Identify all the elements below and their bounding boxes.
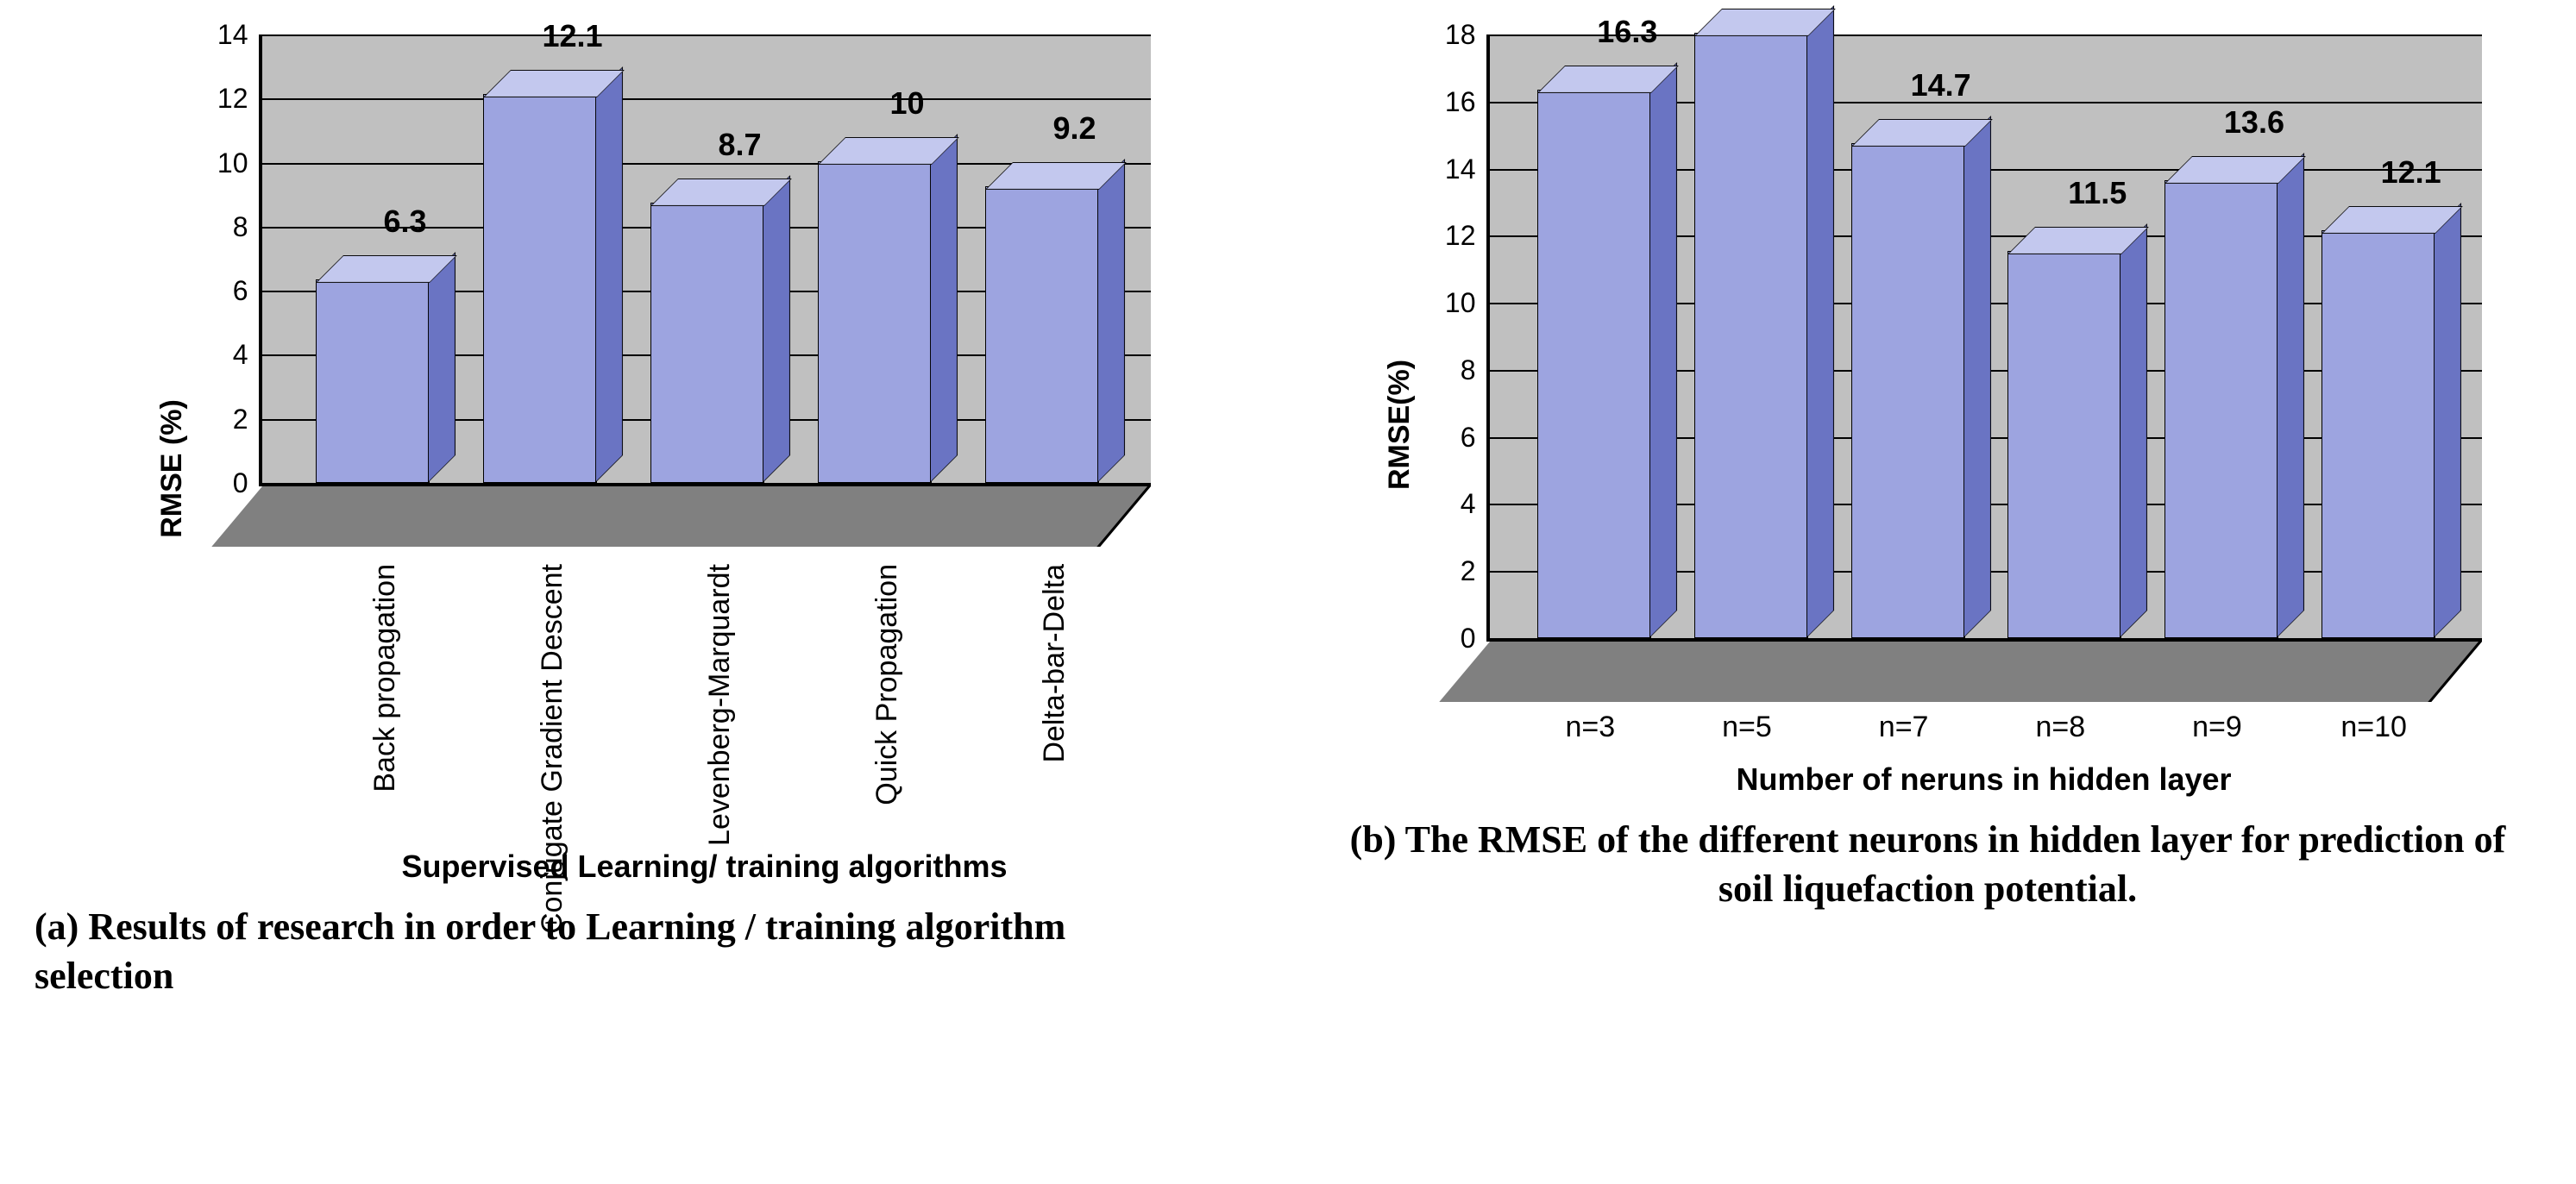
yaxis-label-b: RMSE(%)	[1383, 360, 1417, 490]
panel-a: RMSE (%) 02468101214 6.312.18.7109.2 Bac…	[35, 34, 1262, 1000]
yaxis-label-a: RMSE (%)	[155, 399, 189, 538]
xtick-label: n=3	[1512, 711, 1669, 744]
bar-value-label: 12.1	[461, 18, 685, 54]
bar-side	[2434, 203, 2461, 638]
xticks-b: n=3n=5n=7n=8n=9n=10	[1486, 711, 2479, 744]
bar: 10	[818, 163, 930, 483]
bar-value-label: 9.2	[963, 110, 1187, 147]
yticks-b: 024681012141618	[1426, 34, 1486, 638]
bar: 12.1	[483, 96, 595, 483]
xtick-label: Delta-bar-Delta	[995, 555, 1081, 831]
bar-side	[428, 252, 456, 483]
xtick-label: Levenberg-Marquardt	[660, 555, 746, 831]
bar-value-label: 14.7	[1829, 67, 2053, 103]
plot-box-a: 6.312.18.7109.2	[259, 34, 1151, 486]
chart-a-left-block: 02468101214 6.312.18.7109.2 Back propaga…	[198, 34, 1151, 902]
bar-side	[1097, 159, 1125, 483]
bar-front	[1537, 90, 1651, 638]
xtick-label: Conjugate Gradient Descent	[493, 555, 579, 831]
xtick-label: n=5	[1668, 711, 1825, 744]
bar-front	[985, 186, 1099, 483]
bar: 13.6	[2164, 182, 2277, 638]
bar-front	[1851, 143, 1965, 638]
bar-front	[483, 94, 597, 483]
bar-front	[2007, 251, 2121, 638]
xaxis-label-b: Number of neruns in hidden layer	[1486, 761, 2482, 798]
bar-side	[595, 66, 623, 483]
xtick-label: n=8	[1982, 711, 2139, 744]
yaxis-label-col-b: RMSE(%)	[1374, 34, 1426, 815]
bar-front	[650, 203, 764, 483]
bar: 8.7	[650, 204, 763, 483]
caption-b: (b) The RMSE of the different neurons in…	[1346, 815, 2510, 913]
gridline	[1490, 638, 2482, 640]
bar-side	[2277, 153, 2304, 638]
bar-side	[2120, 223, 2147, 638]
bar-front	[316, 279, 430, 483]
xticks-a: Back propagation Conjugate Gradient Desce…	[259, 555, 1147, 831]
bars-a: 6.312.18.7109.2	[262, 34, 1151, 483]
bar: 18	[1694, 34, 1806, 638]
bar-side	[930, 134, 958, 483]
panel-b: RMSE(%) 024681012141618 16.3 18 14.7 11.5 13…	[1314, 34, 2541, 1000]
xaxis-label-a: Supervised Learning/ training algorithms	[259, 849, 1151, 885]
bar-side	[763, 175, 790, 483]
bar-front	[2164, 180, 2278, 638]
plot-box-b: 16.3 18 14.7 11.5 13.6 12.1	[1486, 34, 2482, 642]
bar: 16.3	[1537, 91, 1649, 638]
bar: 6.3	[316, 281, 428, 483]
chart-a-wrap: RMSE (%) 02468101214 6.312.18.7109.2 Bac…	[147, 34, 1151, 902]
bar: 9.2	[985, 188, 1097, 483]
chart-area-a: 6.312.18.7109.2 Back propagationConjugat…	[259, 34, 1151, 902]
bar: 14.7	[1851, 145, 1963, 638]
caption-a: (a) Results of research in order to Lear…	[35, 902, 1199, 1000]
bar-front	[2322, 230, 2435, 638]
chart-b-wrap: RMSE(%) 024681012141618 16.3 18 14.7 11.5 13…	[1374, 34, 2482, 815]
xtick-label: Quick Propagation	[827, 555, 914, 831]
chart-area-b: 16.3 18 14.7 11.5 13.6 12.1 n=3n=5n=7n=8n=9n=…	[1486, 34, 2482, 815]
chart-b-left-block: 024681012141618 16.3 18 14.7 11.5 13.6 12.1 n…	[1426, 34, 2482, 815]
xtick-label: n=9	[2139, 711, 2296, 744]
xtick-label: Back propagation	[325, 555, 412, 831]
bars-b: 16.3 18 14.7 11.5 13.6 12.1	[1490, 34, 2482, 638]
bar: 12.1	[2322, 232, 2434, 638]
floor-a	[211, 486, 1151, 547]
figure-row: RMSE (%) 02468101214 6.312.18.7109.2 Bac…	[0, 0, 2576, 1035]
floor-b	[1439, 642, 2482, 702]
bar-side	[1649, 62, 1677, 638]
bar-value-label: 13.6	[2142, 104, 2366, 141]
bar-value-label: 12.1	[2299, 154, 2523, 191]
bar-front	[1694, 33, 1808, 638]
gridline	[262, 483, 1151, 485]
yaxis-label-col-a: RMSE (%)	[147, 34, 198, 902]
bar-front	[818, 161, 932, 483]
bar: 11.5	[2007, 253, 2120, 638]
yticks-a: 02468101214	[198, 34, 259, 483]
bar-value-label: 8.7	[628, 127, 852, 163]
xtick-label: n=10	[2296, 711, 2453, 744]
xtick-label: n=7	[1825, 711, 1982, 744]
